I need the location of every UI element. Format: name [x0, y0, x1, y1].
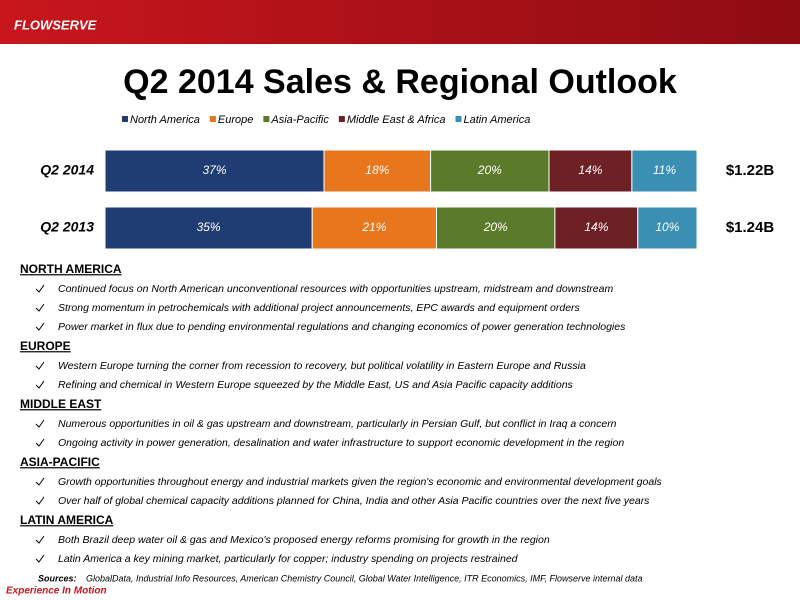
check-mark: [35, 380, 45, 389]
sources-text: GlobalData, Industrial Info Resources, A…: [86, 573, 643, 583]
bullet-text: Refining and chemical in Western Europe …: [58, 379, 574, 391]
bar-segment: [554, 206, 639, 250]
data-label: 35%: [197, 220, 221, 234]
data-label: 20%: [477, 163, 502, 177]
bar-segment: [311, 206, 438, 250]
bar-segment: [430, 149, 550, 193]
legend-swatch: [338, 116, 345, 122]
section-heading: EUROPE: [20, 339, 71, 353]
check-mark: [35, 303, 45, 312]
category-label: Q2 2014: [40, 162, 94, 178]
legend-swatch: [122, 116, 128, 122]
bar-segment: [637, 206, 698, 250]
chart-title: Q2 2014 Sales & Regional Outlook: [123, 63, 677, 101]
check-mark: [35, 419, 45, 428]
bullet-text: Both Brazil deep water oil & gas and Mex…: [58, 534, 550, 546]
bullet-text: Continued focus on North American unconv…: [58, 283, 613, 295]
total-annotation: $1.24B: [726, 219, 775, 236]
legend-swatch: [455, 116, 462, 122]
data-label: 20%: [483, 220, 508, 234]
legend-label: Latin America: [463, 114, 530, 126]
legend-label: Asia-Pacific: [270, 114, 329, 126]
data-label: 21%: [361, 220, 386, 234]
data-label: 37%: [203, 163, 227, 177]
check-mark: [35, 535, 45, 544]
check-mark: [35, 361, 45, 370]
outlook-text: NORTH AMERICA Continued focus on North Am…: [20, 262, 663, 565]
legend-label: Middle East & Africa: [347, 114, 446, 126]
bar-segment: [104, 206, 313, 250]
legend: North America Europe Asia-Pacific Middle Ea…: [122, 114, 530, 126]
bullet-text: Growth opportunities throughout energy a…: [58, 476, 663, 488]
data-label: 11%: [653, 163, 676, 177]
bullet-text: Strong momentum in petrochemicals with a…: [58, 302, 581, 314]
check-mark: [35, 477, 45, 486]
legend-label: North America: [130, 114, 200, 126]
data-label: 14%: [584, 220, 608, 234]
bar-segment: [631, 149, 698, 193]
bullet-text: Western Europe turning the corner from r…: [58, 360, 586, 372]
total-annotation: $1.22B: [726, 162, 775, 179]
sources-label: Sources:: [38, 573, 77, 583]
check-mark: [35, 322, 45, 331]
bar-segment: [104, 149, 325, 193]
header-band: [0, 0, 800, 44]
check-mark: [35, 284, 45, 293]
bullet-text: Latin America a key mining market, parti…: [58, 553, 519, 565]
bars: Q2 2014 37% 18% 20% 14% 11% $1.22B Q2 2013 35% 21…: [40, 149, 775, 250]
legend-label: Europe: [218, 114, 253, 126]
bullet-text: Power market in flux due to pending envi…: [58, 321, 626, 333]
legend-swatch: [263, 116, 270, 122]
section-heading: NORTH AMERICA: [20, 262, 122, 276]
check-mark: [35, 554, 45, 563]
section-heading: LATIN AMERICA: [20, 513, 114, 527]
data-label: 18%: [365, 163, 389, 177]
bar-segment: [323, 149, 432, 193]
check-mark: [35, 438, 45, 447]
category-label: Q2 2013: [40, 219, 94, 235]
tagline: Experience In Motion: [6, 586, 107, 597]
data-label: 10%: [655, 220, 679, 234]
section-heading: ASIA-PACIFIC: [20, 455, 100, 469]
bullet-text: Ongoing activity in power generation, de…: [58, 437, 624, 449]
legend-swatch: [209, 116, 216, 122]
logo: FLOWSERVE: [14, 17, 97, 32]
data-label: 14%: [578, 163, 602, 177]
section-heading: MIDDLE EAST: [20, 397, 102, 411]
bar-segment: [436, 206, 556, 250]
bullet-text: Over half of global chemical capacity ad…: [58, 495, 650, 507]
check-mark: [35, 496, 45, 505]
bullet-text: Numerous opportunities in oil & gas upst…: [58, 418, 617, 430]
